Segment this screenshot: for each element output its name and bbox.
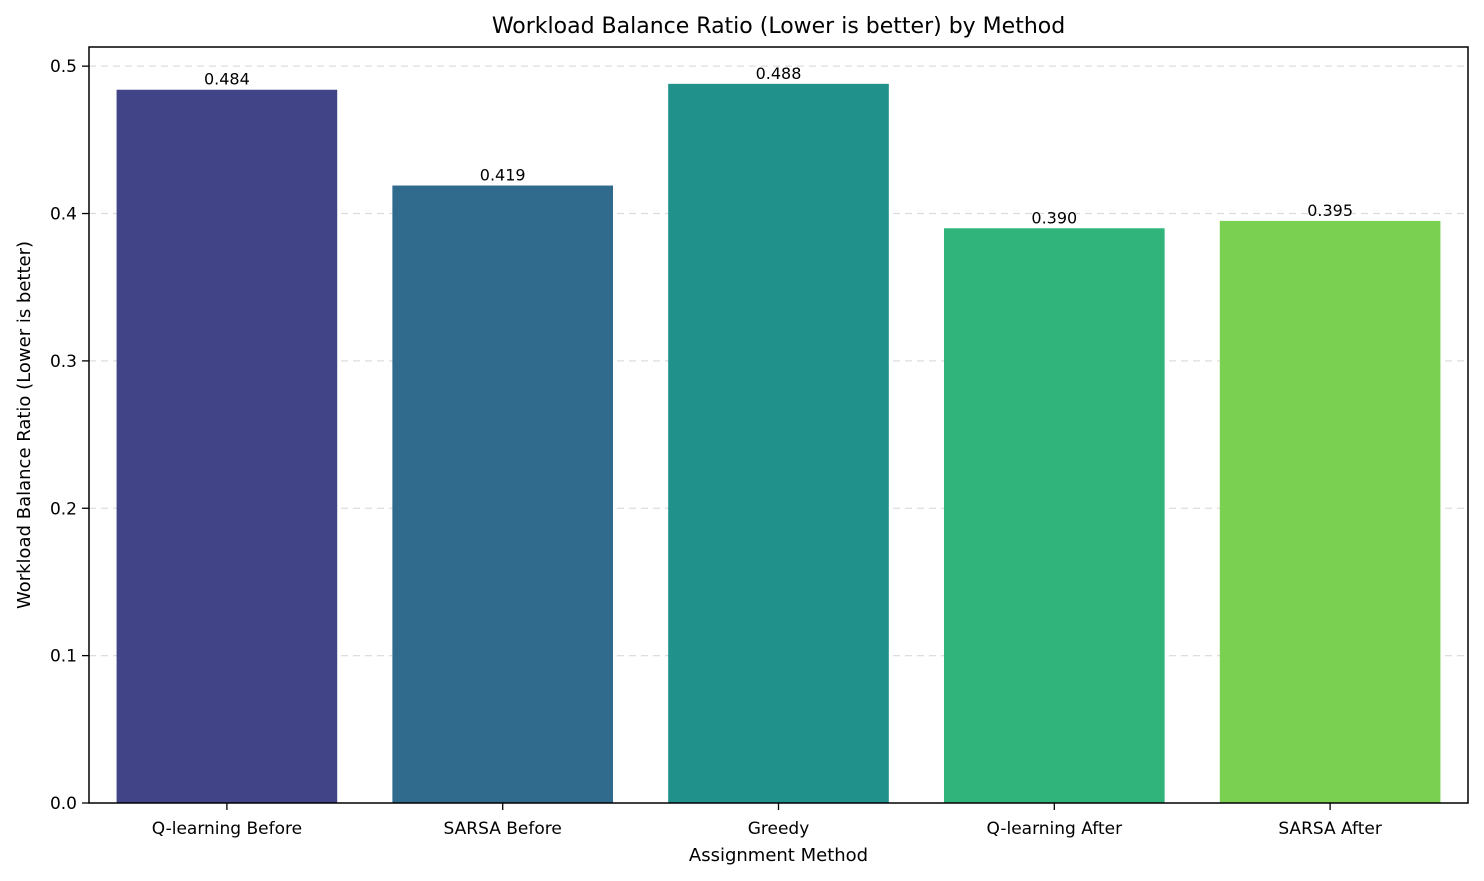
x-tick-label: Q-learning After [987, 819, 1123, 839]
x-axis-ticks: Q-learning Before SARSA Before Greedy Q-lea… [152, 803, 1382, 839]
y-axis-label: Workload Balance Ratio (Lower is better) [14, 241, 35, 609]
bar [392, 185, 614, 804]
data-labels-layer: 0.484 0.419 0.488 0.390 0.395 [204, 64, 1353, 227]
bar-value-label: 0.484 [204, 70, 250, 89]
x-tick-label: Q-learning Before [152, 819, 302, 839]
bar-value-label: 0.488 [756, 64, 802, 83]
x-tick-label: SARSA After [1278, 819, 1382, 839]
bar-value-label: 0.390 [1031, 208, 1077, 227]
x-tick-label: SARSA Before [444, 819, 562, 839]
chart-title: Workload Balance Ratio (Lower is better)… [492, 14, 1065, 39]
y-tick-label: 0.2 [50, 499, 77, 519]
bar [943, 228, 1165, 803]
bar [668, 83, 889, 803]
y-tick-label: 0.4 [50, 205, 77, 225]
y-tick-label: 0.0 [50, 794, 77, 814]
y-tick-label: 0.3 [50, 352, 77, 372]
bar [116, 89, 338, 804]
y-tick-label: 0.1 [50, 647, 77, 667]
bars-layer [116, 83, 1441, 804]
x-tick-label: Greedy [748, 819, 810, 839]
x-axis-label: Assignment Method [689, 845, 868, 866]
y-tick-label: 0.5 [50, 57, 77, 77]
bar-value-label: 0.419 [480, 166, 526, 185]
y-axis-ticks: 0.0 0.1 0.2 0.3 0.4 0.5 [50, 57, 89, 814]
bar-value-label: 0.395 [1307, 201, 1353, 220]
bar [1219, 220, 1441, 804]
